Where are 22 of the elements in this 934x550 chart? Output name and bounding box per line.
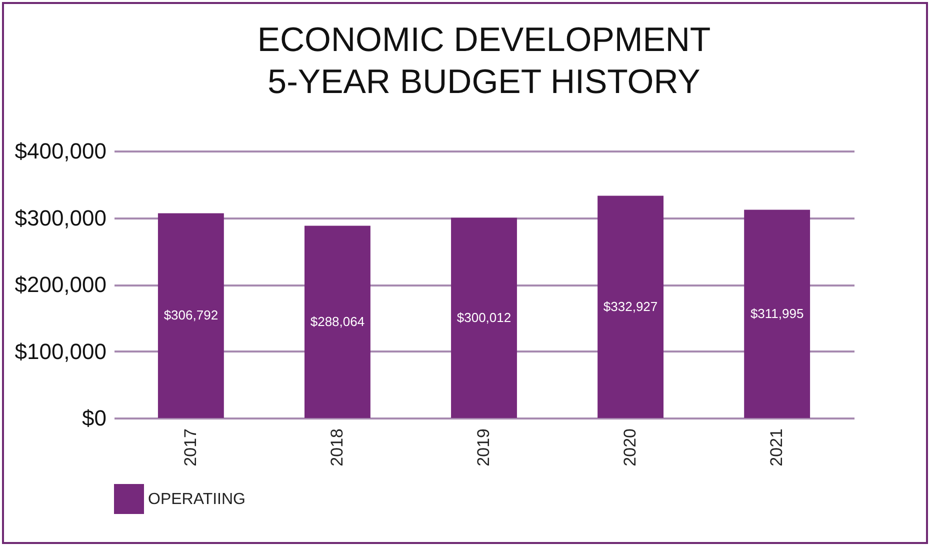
x-tick-label: 2021 <box>767 428 786 466</box>
y-tick-label: $200,000 <box>14 272 106 297</box>
data-label: $306,792 <box>164 308 218 323</box>
y-tick-label: $100,000 <box>14 338 106 364</box>
bar <box>598 196 664 418</box>
bar <box>158 213 224 418</box>
y-tick-label: $400,000 <box>14 138 106 164</box>
data-label: $288,064 <box>310 314 365 329</box>
bar <box>451 218 517 418</box>
data-label: $300,012 <box>456 310 512 325</box>
chart-title: ECONOMIC DEVELOPMENT 5-YEAR BUDGET HISTORY <box>257 21 711 101</box>
data-label: $311,995 <box>750 306 804 321</box>
y-tick-label: $300,000 <box>14 205 106 230</box>
x-tick-label: 2019 <box>474 428 493 466</box>
data-label: $332,927 <box>603 298 658 314</box>
y-tick-label: $0 <box>82 406 106 430</box>
bar <box>304 226 370 418</box>
legend-label: OPERATIING <box>148 491 246 508</box>
x-tick-label: 2017 <box>180 428 200 466</box>
bar <box>744 210 810 418</box>
x-tick-label: 2020 <box>620 428 640 466</box>
x-tick-label: 2018 <box>327 428 346 466</box>
